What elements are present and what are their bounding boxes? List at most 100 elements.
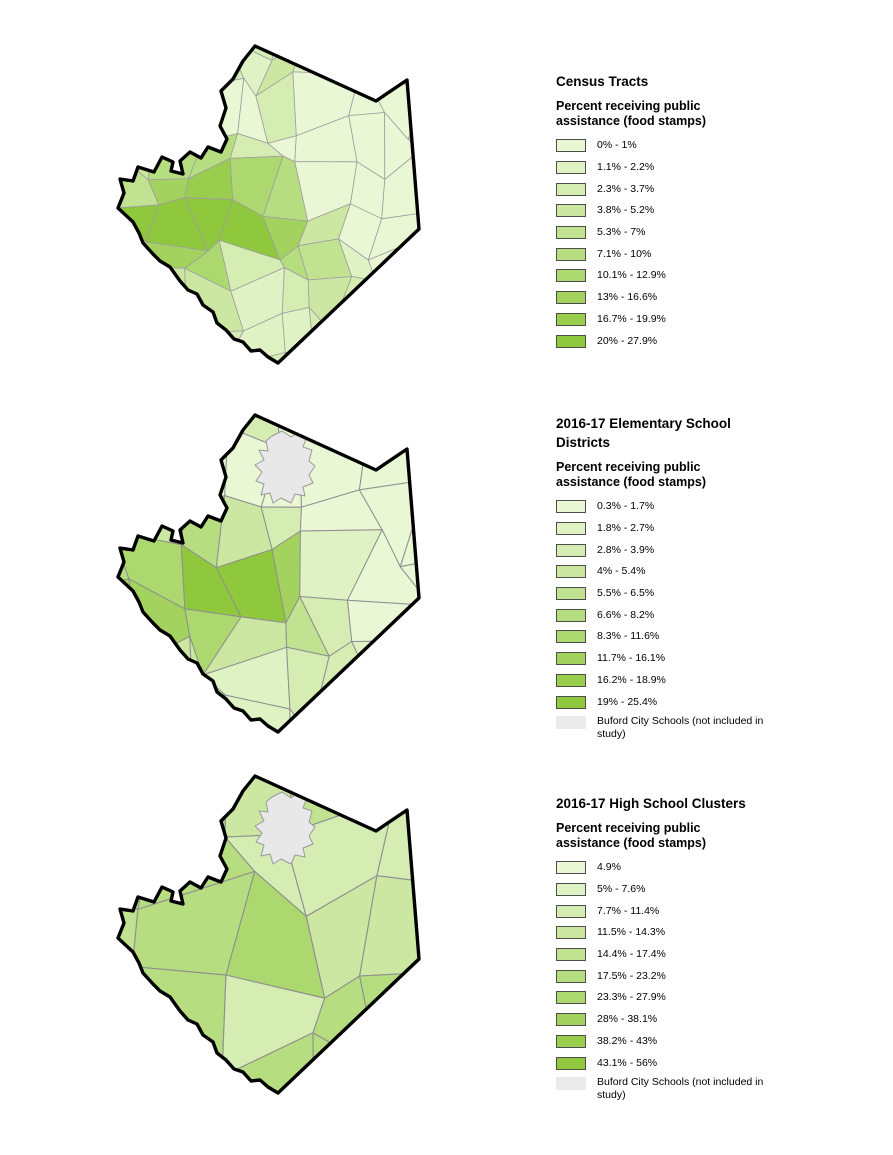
high-school-cluster-region [118, 776, 180, 832]
census-tracts-map [116, 44, 421, 365]
legend-row: 0.3% - 1.7% [556, 496, 796, 518]
legend-row: 11.7% - 16.1% [556, 648, 796, 670]
elementary-district-region [299, 415, 370, 440]
census-tract-region [144, 330, 203, 363]
legend-elementary-districts: 2016-17 Elementary School Districts Perc… [556, 414, 796, 745]
legend-class-label: 5.5% - 6.5% [597, 587, 655, 600]
legend-row: 16.7% - 19.9% [556, 309, 796, 331]
elementary-district-region [118, 482, 129, 549]
legend-class-label: 4.9% [597, 861, 621, 874]
legend-row: 2.8% - 3.9% [556, 539, 796, 561]
legend-row: 3.8% - 5.2% [556, 200, 796, 222]
census-tract-region [66, 100, 108, 126]
elementary-district-region [164, 694, 226, 732]
census-tract-region [118, 46, 169, 54]
legend-swatch [556, 1034, 586, 1048]
elementary-district-region [146, 696, 193, 732]
legend-row: 10.1% - 12.9% [556, 265, 796, 287]
elementary-district-region [118, 415, 192, 441]
legend-swatch [556, 991, 586, 1005]
elementary-district-region [118, 661, 148, 703]
elementary-district-region [347, 599, 419, 642]
legend-title: 2016-17 High School Clusters [556, 796, 746, 811]
legend-row: 13% - 16.6% [556, 287, 796, 309]
census-tract-region [79, 319, 113, 372]
high-school-cluster-region [312, 1032, 406, 1093]
legend-swatch [556, 565, 586, 579]
legend-row: 38.2% - 43% [556, 1031, 796, 1053]
census-tract-region [407, 85, 419, 140]
legend-row: 1.8% - 2.7% [556, 518, 796, 540]
legend-row-excluded: Buford City Schools (not included in stu… [556, 715, 796, 745]
high-school-cluster-region [158, 1070, 234, 1093]
legend-class-label: 8.3% - 11.6% [597, 630, 660, 643]
legend-swatch [556, 161, 586, 175]
legend-class-list: 0.3% - 1.7% 1.8% - 2.7% 2.8% - 3.9% 4% - 5.… [556, 496, 796, 745]
high-school-cluster-region [131, 966, 227, 1078]
census-tract-region [118, 354, 119, 363]
census-tract-region [118, 291, 122, 326]
census-tract-region [372, 313, 419, 363]
census-tract-region [144, 351, 203, 363]
legend-swatch [556, 334, 586, 348]
census-tract-region [149, 46, 199, 61]
census-tract-region [407, 112, 419, 169]
county-boundary [116, 44, 421, 365]
legend-class-label: 5% - 7.6% [597, 883, 646, 896]
legend-swatch [556, 608, 586, 622]
legend-row: 11.5% - 14.3% [556, 922, 796, 944]
legend-class-list: 0% - 1% 1.1% - 2.2% 2.3% - 3.7% 3.8% - 5.2%… [556, 135, 796, 352]
legend-title: 2016-17 Elementary School Districts [556, 416, 731, 450]
excluded-area-label: Buford City Schools (not included in stu… [597, 714, 764, 740]
census-tract-region [381, 149, 419, 220]
census-tract-region [151, 87, 204, 143]
legend-row: 2.3% - 3.7% [556, 178, 796, 200]
census-tract-region [118, 103, 156, 126]
census-tract-region [271, 46, 314, 61]
census-tract-region [118, 46, 130, 64]
legend-class-label: 23.3% - 27.9% [597, 991, 666, 1004]
legend-swatch [556, 587, 586, 601]
elementary-district-region [207, 694, 291, 732]
legend-swatch [556, 182, 586, 196]
legend-swatch [556, 269, 586, 283]
legend-swatch [556, 500, 586, 514]
legend-swatch [556, 522, 586, 536]
legend-class-label: 19% - 25.4% [597, 695, 658, 708]
census-tract-region [304, 12, 354, 39]
census-tract-region [409, 344, 419, 363]
excluded-area-swatch [556, 715, 586, 729]
legend-class-label: 10.1% - 12.9% [597, 269, 666, 282]
legend-swatch [556, 247, 586, 261]
high-school-cluster-region [359, 875, 419, 977]
legend-class-label: 7.7% - 11.4% [597, 904, 660, 917]
legend-row-excluded: Buford City Schools (not included in stu… [556, 1076, 796, 1106]
legend-swatch [556, 926, 586, 940]
legend-class-label: 11.5% - 14.3% [597, 926, 666, 939]
legend-swatch [556, 969, 586, 983]
legend-title: Census Tracts [556, 74, 649, 89]
census-tract-region [118, 324, 163, 363]
legend-subtitle: Percent receiving public assistance (foo… [556, 821, 707, 850]
census-tract-region [411, 54, 419, 94]
elementary-district-region [138, 636, 193, 698]
legend-swatch [556, 948, 586, 962]
legend-swatch [556, 312, 586, 326]
legend-class-label: 2.3% - 3.7% [597, 182, 655, 195]
legend-class-label: 13% - 16.6% [597, 291, 658, 304]
legend-swatch [556, 226, 586, 240]
census-tract-region [193, 77, 245, 143]
census-tract-region [66, 112, 116, 181]
legend-swatch [556, 652, 586, 666]
legend-row: 19% - 25.4% [556, 691, 796, 713]
census-tract-region [375, 280, 419, 327]
legend-row: 4.9% [556, 857, 796, 879]
legend-row: 20% - 27.9% [556, 330, 796, 352]
legend-row: 8.3% - 11.6% [556, 626, 796, 648]
elementary-district-region [420, 588, 477, 676]
legend-class-label: 0% - 1% [597, 139, 637, 152]
buford-city-schools-area [254, 791, 316, 865]
legend-class-label: 20% - 27.9% [597, 334, 658, 347]
elementary-district-region [118, 415, 136, 420]
